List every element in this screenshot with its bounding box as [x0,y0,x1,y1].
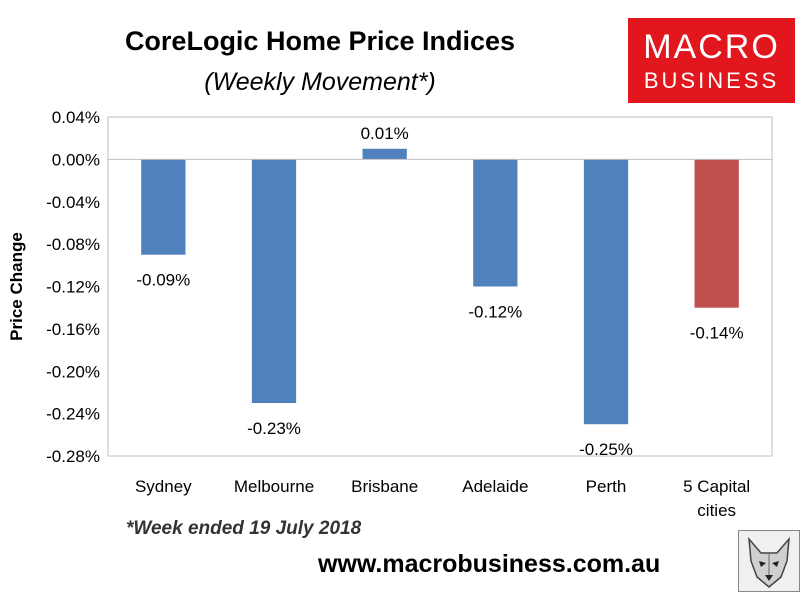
x-tick-label: Sydney [135,477,192,496]
y-tick-label: -0.08% [46,235,100,254]
bar [141,159,186,255]
bar [583,159,629,425]
y-axis-title: Price Change [7,232,26,341]
bar [251,159,297,404]
data-label: -0.09% [136,271,190,290]
y-tick-label: -0.16% [46,320,100,339]
data-label: -0.23% [247,419,301,438]
data-label: -0.12% [468,303,522,322]
plot-area [107,116,773,457]
bar-chart: 0.04% 0.00% -0.04% -0.08% -0.12% -0.16% -0.20%… [7,108,773,520]
y-tick-label: 0.04% [52,108,100,127]
x-tick-label: Brisbane [351,477,418,496]
footnote: *Week ended 19 July 2018 [126,518,362,539]
wolf-mascot-icon [738,530,800,592]
x-tick-label: 5 Capital [683,477,750,496]
bar [694,159,739,308]
y-tick-label: 0.00% [52,150,100,169]
macrobusiness-logo: MACRO BUSINESS [628,18,795,103]
y-tick-label: -0.12% [46,278,100,297]
x-tick-label: Adelaide [462,477,528,496]
y-tick-label: -0.04% [46,193,100,212]
data-label: 0.01% [361,124,409,143]
data-label: -0.25% [579,440,633,459]
bar [473,159,518,287]
x-tick-label: Perth [586,477,627,496]
y-tick-label: -0.20% [46,362,100,381]
y-tick-label: -0.24% [46,405,100,424]
y-tick-label: -0.28% [46,447,100,466]
logo-line-2: BUSINESS [643,68,780,93]
logo-line-1: MACRO [643,28,780,66]
x-tick-label: Melbourne [234,477,314,496]
x-tick-label: cities [697,501,736,520]
website-url: www.macrobusiness.com.au [318,550,661,578]
data-label: -0.14% [690,324,744,343]
chart-subtitle: (Weekly Movement*) [204,68,436,96]
bar [362,148,407,160]
chart-title: CoreLogic Home Price Indices [124,26,516,56]
